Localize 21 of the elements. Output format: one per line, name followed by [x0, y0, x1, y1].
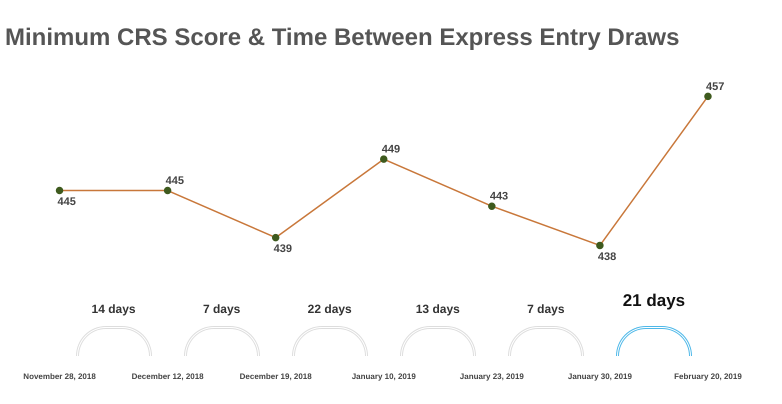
data-label: 443 [490, 190, 508, 203]
data-label: 445 [58, 196, 76, 208]
x-tick-label: January 23, 2019 [460, 372, 524, 382]
x-tick-label: November 28, 2018 [23, 372, 96, 382]
text: 21 days [622, 291, 686, 311]
chart-title: Minimum CRS Score & Time Between Express Entry Draws [5, 24, 680, 52]
x-tick-label: February 20, 2019 [674, 372, 742, 382]
x-tick-label: December 12, 2018 [132, 372, 204, 382]
data-label: 445 [166, 175, 184, 188]
data-label: 439 [274, 243, 292, 256]
data-label: 457 [706, 80, 724, 93]
text: 13 days [416, 302, 460, 316]
data-label: 438 [598, 250, 616, 263]
x-tick-label: January 30, 2019 [568, 372, 632, 382]
x-tick-label: January 10, 2019 [352, 372, 416, 382]
text: 7 days [202, 302, 240, 316]
text: 14 days [92, 302, 136, 316]
x-tick-label: December 19, 2018 [240, 372, 312, 382]
text: 22 days [308, 302, 352, 316]
data-label: 449 [382, 144, 400, 156]
text: 7 days [527, 302, 565, 316]
